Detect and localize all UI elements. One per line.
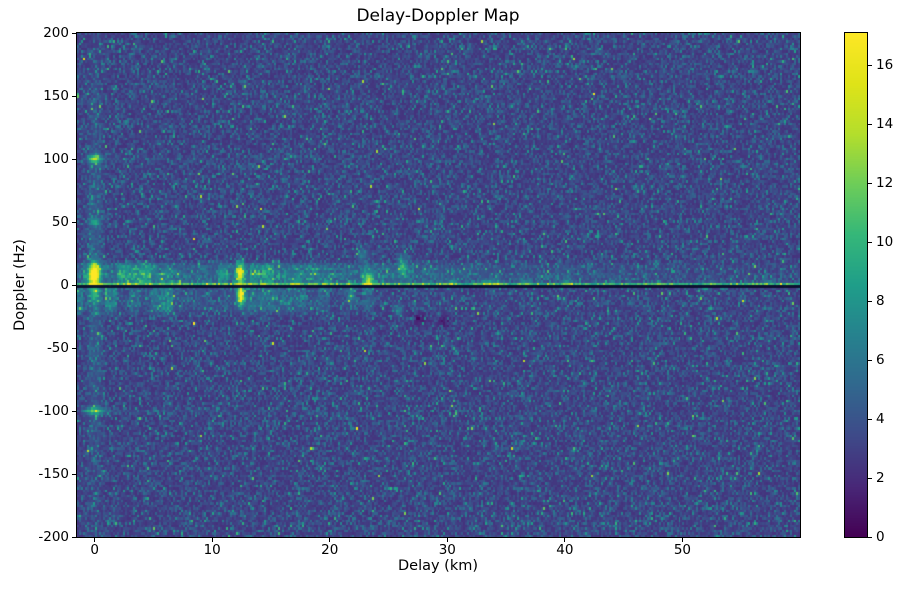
y-tick-mark <box>72 221 76 223</box>
y-tick-label: -150 <box>38 465 69 482</box>
colorbar-tick-label: 8 <box>876 292 885 309</box>
y-tick-mark <box>72 284 76 286</box>
colorbar-tick-mark <box>868 536 872 538</box>
x-tick-mark <box>564 538 566 542</box>
y-tick-label: 100 <box>43 150 69 167</box>
y-tick-label: -200 <box>38 528 69 545</box>
x-axis-label: Delay (km) <box>397 558 479 574</box>
y-tick-mark <box>72 410 76 412</box>
x-tick-mark <box>446 538 448 542</box>
colorbar-tick-mark <box>868 64 872 66</box>
y-tick-label: 200 <box>43 24 69 41</box>
colorbar-tick-label: 14 <box>876 115 894 132</box>
x-tick-label: 40 <box>556 542 574 558</box>
colorbar-tick-mark <box>868 241 872 243</box>
colorbar-tick-mark <box>868 300 872 302</box>
colorbar-tick-label: 16 <box>876 56 894 73</box>
y-tick-mark <box>72 32 76 34</box>
x-tick-mark <box>329 538 331 542</box>
heatmap-canvas <box>77 33 800 537</box>
colorbar-tick-label: 12 <box>876 174 894 191</box>
y-tick-label: 50 <box>51 213 69 230</box>
colorbar-tick-mark <box>868 182 872 184</box>
y-tick-label: -100 <box>38 402 69 419</box>
x-tick-mark <box>681 538 683 542</box>
colorbar-tick-label: 6 <box>876 351 885 368</box>
colorbar-tick-mark <box>868 477 872 479</box>
colorbar-frame <box>844 32 868 538</box>
x-tick-label: 50 <box>673 542 692 558</box>
colorbar-tick-label: 0 <box>876 528 885 545</box>
y-tick-mark <box>72 473 76 475</box>
x-tick-label: 10 <box>203 542 221 558</box>
y-axis-label: Doppler (Hz) <box>12 239 28 331</box>
y-tick-mark <box>72 95 76 97</box>
x-tick-label: 0 <box>90 542 99 558</box>
colorbar-tick-mark <box>868 359 872 361</box>
y-tick-mark <box>72 158 76 160</box>
plot-title: Delay-Doppler Map <box>356 6 520 26</box>
x-tick-label: 30 <box>438 542 456 558</box>
colorbar-tick-label: 4 <box>876 410 885 427</box>
y-tick-mark <box>72 536 76 538</box>
colorbar-tick-label: 10 <box>876 233 894 250</box>
x-tick-mark <box>211 538 213 542</box>
y-tick-label: 0 <box>60 276 69 293</box>
y-tick-label: -50 <box>46 339 69 356</box>
y-tick-mark <box>72 347 76 349</box>
colorbar-tick-mark <box>868 418 872 420</box>
colorbar-tick-mark <box>868 123 872 125</box>
y-tick-label: 150 <box>43 87 69 104</box>
colorbar-canvas <box>845 33 867 537</box>
x-tick-mark <box>94 538 96 542</box>
axes-frame <box>76 32 801 538</box>
colorbar-tick-label: 2 <box>876 469 885 486</box>
x-tick-label: 20 <box>321 542 339 558</box>
